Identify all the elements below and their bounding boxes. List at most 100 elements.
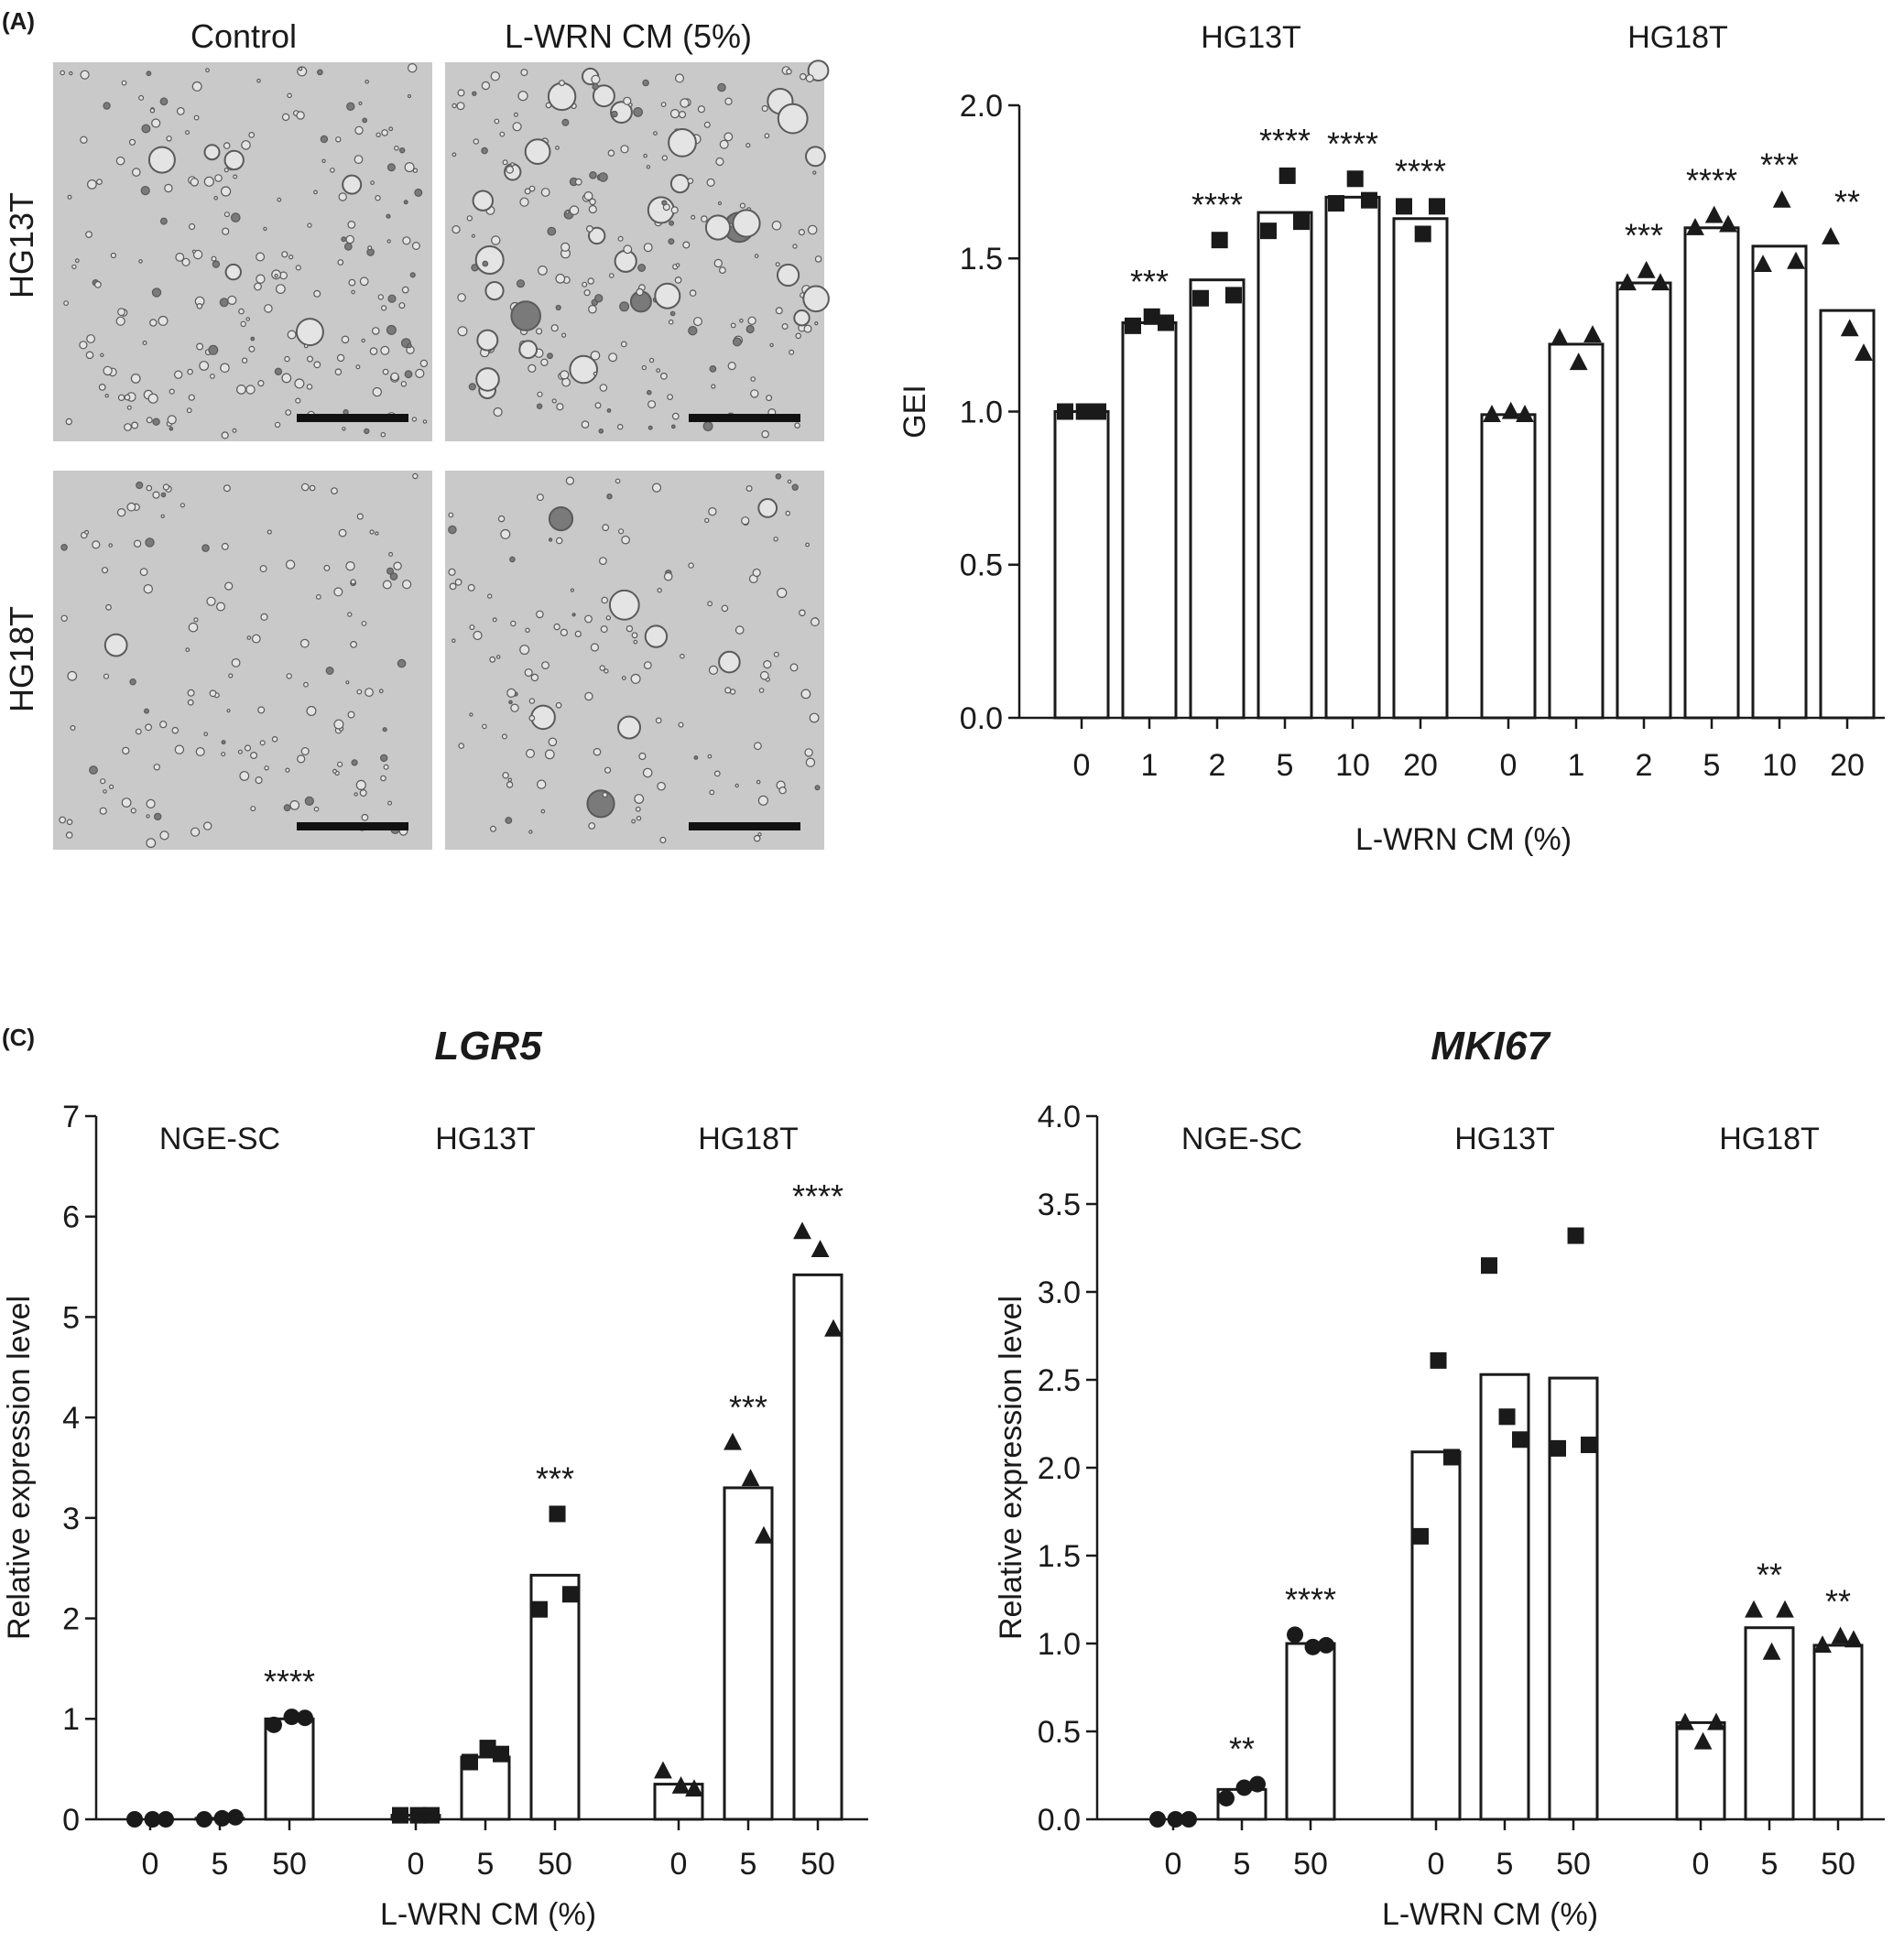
data-point [1693,1731,1713,1750]
significance-label: ** [1229,1730,1255,1768]
significance-label: *** [729,1389,767,1427]
y-tick-label: 3.0 [1038,1275,1081,1310]
group-label: HG18T [1719,1122,1820,1156]
bar [1410,1450,1462,1821]
x-tick-label: 0 [1428,1847,1445,1882]
x-tick-label: 5 [1761,1847,1779,1882]
data-point [1686,218,1704,235]
data-point [297,1709,313,1727]
x-tick-label: 0 [1692,1847,1710,1882]
data-point [1414,225,1431,243]
x-tick-label: 5 [1277,748,1294,783]
data-point [531,1600,548,1618]
data-point [1225,287,1242,304]
data-point [196,1811,212,1828]
data-point [793,1221,811,1240]
y-tick-label: 0.5 [960,548,1003,583]
x-tick-label: 50 [272,1847,307,1882]
significance-label: *** [1625,217,1663,255]
y-tick-label: 4 [62,1401,80,1436]
y-tick-label: 6 [62,1200,80,1235]
bar [1121,320,1178,720]
y-tick-label: 3 [62,1502,80,1536]
data-point [1704,205,1724,223]
y-tick-label: 4.0 [1038,1100,1081,1134]
group-label: HG18T [698,1122,799,1156]
data-point [392,1806,408,1824]
bar [264,1717,315,1821]
micrograph-hg18t-lwrn [445,471,824,850]
data-point [685,1779,703,1797]
data-point [1637,260,1656,278]
data-point [1443,1448,1460,1466]
micrograph-hg13t-control [53,62,432,441]
significance-label: *** [1130,263,1169,300]
data-point [423,1806,440,1824]
data-point [158,1811,174,1828]
bar [1548,342,1605,720]
significance-label: ** [1757,1557,1782,1594]
data-point [409,1806,427,1824]
data-point [654,1761,672,1779]
data-point [724,1432,742,1450]
data-point [1125,317,1141,334]
y-tick-label: 2.0 [960,89,1003,124]
group-label: HG18T [1627,20,1728,55]
x-tick-label: 50 [1821,1847,1855,1882]
data-point [1304,1638,1322,1655]
bar [792,1273,843,1821]
group-label: HG13T [1454,1122,1555,1156]
chart-title: LGR5 [434,1024,542,1069]
data-point [1260,222,1277,240]
x-tick-label: 0 [408,1847,425,1882]
data-point [1361,191,1377,209]
data-point [1346,170,1364,188]
significance-label: **** [1285,1580,1336,1618]
data-point [1618,273,1637,291]
panel-a-label: (A) [2,7,35,35]
y-tick-label: 2 [62,1601,80,1636]
x-tick-label: 5 [1234,1847,1251,1882]
data-point [1498,1408,1516,1426]
data-point [1813,1635,1832,1654]
bar [1751,244,1808,720]
x-tick-label: 50 [800,1847,835,1882]
data-point [493,1745,509,1763]
data-point [1429,198,1445,215]
data-point [462,1753,478,1771]
data-point [549,1505,566,1523]
micrograph-hg13t-lwrn [445,60,830,441]
y-axis-label: Relative expression level [2,1296,37,1640]
x-tick-label: 5 [212,1847,229,1882]
data-point [562,1586,579,1603]
data-point [1651,273,1670,291]
bar [1616,281,1672,720]
data-point [1583,325,1602,342]
data-point [1278,167,1296,184]
chart-title: MKI67 [1431,1024,1551,1069]
bar [1053,410,1110,720]
x-tick-label: 10 [1762,748,1797,783]
data-point [1057,403,1073,420]
data-point [1745,1600,1763,1618]
data-point [1676,1712,1694,1730]
x-tick-label: 5 [740,1847,757,1882]
y-tick-label: 7 [62,1100,80,1134]
data-point [824,1318,843,1337]
x-tick-label: 20 [1403,748,1438,783]
data-point [1569,353,1588,371]
data-point [1512,1431,1529,1448]
data-point [1787,251,1805,269]
bar [1812,1644,1864,1821]
bar [1324,195,1381,720]
y-tick-label: 1.0 [1038,1627,1081,1662]
data-point [755,1525,773,1544]
y-tick-label: 1 [62,1702,80,1737]
x-axis-label: L-WRN CM (%) [380,1897,596,1932]
data-point [1180,1811,1197,1828]
data-point [1719,214,1737,233]
y-tick-label: 0 [62,1803,80,1838]
y-tick-label: 3.5 [1038,1188,1081,1222]
